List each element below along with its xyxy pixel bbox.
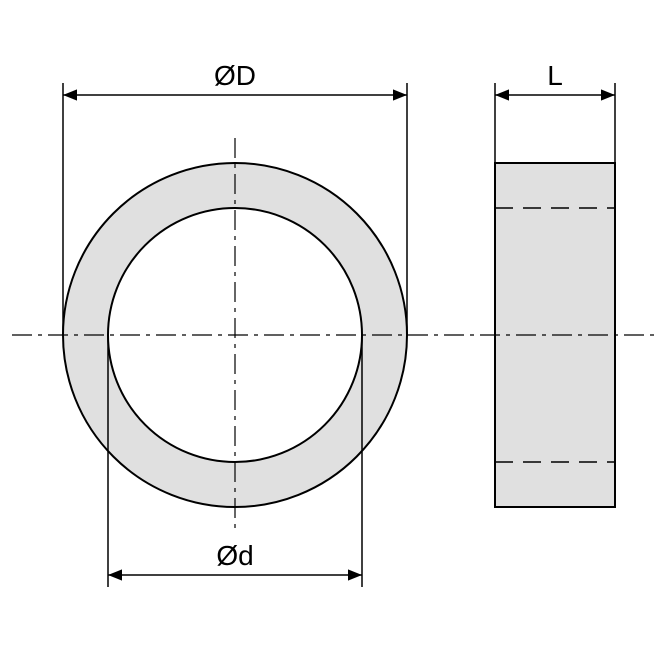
dim-inner-diameter-label: Ød xyxy=(216,540,253,571)
dim-length-label: L xyxy=(547,60,563,91)
dim-outer-diameter-label: ØD xyxy=(214,60,256,91)
